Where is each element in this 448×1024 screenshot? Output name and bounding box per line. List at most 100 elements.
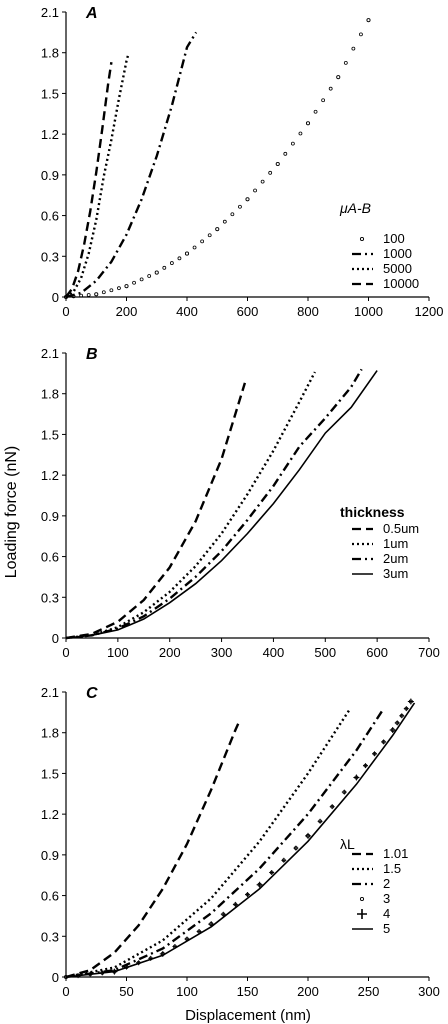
legend-label: 1.5	[383, 861, 401, 876]
series-point	[328, 86, 333, 91]
series-point	[351, 46, 356, 51]
x-tick-label: 100	[107, 645, 129, 660]
x-tick-label: 400	[176, 304, 198, 319]
y-tick-label: 1.8	[41, 46, 59, 61]
series-point	[222, 219, 227, 224]
legend-label: 2	[383, 876, 390, 891]
series-point	[256, 881, 263, 888]
series-point	[298, 131, 303, 136]
x-tick-label: 700	[418, 645, 440, 660]
series-point	[260, 179, 265, 184]
series-point	[200, 239, 205, 244]
panel-a: A 0 0.3 0.6 0.9 1.2 1.5 1.8 2.1 0 200 400 600 800 1000…	[41, 5, 444, 319]
y-tick-label: 1.8	[41, 387, 59, 402]
legend-label: 5000	[383, 261, 412, 276]
series-point	[124, 284, 129, 289]
legend-label: 1.01	[383, 846, 408, 861]
y-tick-label: 1.2	[41, 468, 59, 483]
y-tick-label: 0	[52, 970, 59, 985]
x-tick-label: 800	[297, 304, 319, 319]
series-line	[65, 371, 316, 640]
series-point	[245, 892, 250, 898]
y-tick-label: 1.5	[41, 766, 59, 781]
series-point	[169, 261, 174, 265]
legend-label: 2um	[383, 551, 408, 566]
legend-title: μA-B	[339, 200, 371, 216]
x-tick-label: 1000	[354, 304, 383, 319]
series-point	[399, 713, 405, 719]
series-line	[65, 55, 130, 298]
series-point	[94, 292, 99, 297]
y-tick-label: 0.6	[41, 550, 59, 565]
y-tick-label: 1.8	[41, 726, 59, 741]
panel-letter: B	[86, 346, 98, 363]
x-tick-label: 500	[314, 645, 336, 660]
x-tick-label: 300	[211, 645, 233, 660]
series-line	[65, 708, 385, 979]
series-line	[65, 62, 113, 298]
y-tick-label: 0.3	[41, 590, 59, 605]
x-tick-label: 250	[358, 984, 380, 999]
series-point	[117, 286, 121, 291]
series-point	[245, 197, 250, 202]
series-point	[394, 720, 400, 726]
x-axis-label: Displacement (nm)	[185, 1007, 311, 1024]
series-point	[293, 845, 299, 851]
legend-label: 1um	[383, 536, 408, 551]
y-tick-label: 0.9	[41, 509, 59, 524]
series-point	[305, 121, 311, 126]
series-point	[313, 109, 318, 114]
series-point	[177, 256, 182, 261]
series-point	[215, 227, 220, 232]
series-point	[283, 151, 288, 156]
x-tick-label: 150	[237, 984, 259, 999]
legend-label: 100	[383, 231, 405, 246]
y-tick-label: 0.6	[41, 209, 59, 224]
series-point	[389, 727, 396, 733]
panel-c: C 0 0.3 0.6 0.9 1.2 1.5 1.8 2.1 0 50 100 150 200 250 30…	[41, 685, 440, 999]
series-line	[65, 702, 416, 978]
x-tick-label: 1200	[415, 304, 444, 319]
series-line	[65, 382, 247, 640]
x-tick-label: 600	[366, 645, 388, 660]
legend-label: 3um	[383, 566, 408, 581]
series-point	[269, 870, 275, 875]
series-point	[381, 739, 387, 745]
legend-label: 4	[383, 906, 390, 921]
panel-letter: A	[85, 5, 98, 22]
legend-title: thickness	[340, 504, 405, 520]
x-tick-label: 100	[176, 984, 198, 999]
series-point	[281, 857, 287, 863]
panel-letter: C	[86, 685, 98, 702]
legend-label: 5	[383, 921, 390, 936]
series-point	[321, 98, 326, 103]
y-tick-label: 2.1	[41, 5, 59, 20]
y-axis-label: Loading force (nN)	[3, 446, 20, 579]
legend-swatch	[359, 896, 365, 902]
x-tick-label: 200	[297, 984, 319, 999]
series-point	[305, 832, 311, 839]
y-tick-label: 1.5	[41, 86, 59, 101]
x-tick-label: 0	[62, 304, 69, 319]
series-point	[290, 141, 295, 146]
series-line	[65, 370, 378, 639]
series-point	[79, 293, 84, 298]
series-point	[268, 170, 273, 175]
x-tick-label: 400	[263, 645, 285, 660]
series-point	[366, 18, 371, 23]
y-tick-label: 0	[52, 631, 59, 646]
y-tick-label: 0.9	[41, 168, 59, 183]
x-tick-label: 600	[237, 304, 259, 319]
series-line	[65, 721, 241, 979]
x-tick-label: 200	[159, 645, 181, 660]
x-tick-label: 200	[116, 304, 138, 319]
series-point	[230, 212, 235, 217]
y-tick-label: 0.6	[41, 889, 59, 904]
series-point	[139, 277, 144, 282]
series-point	[220, 911, 226, 917]
y-tick-label: 1.5	[41, 427, 59, 442]
x-tick-label: 300	[418, 984, 440, 999]
series-point	[132, 280, 136, 285]
y-tick-label: 2.1	[41, 685, 59, 700]
